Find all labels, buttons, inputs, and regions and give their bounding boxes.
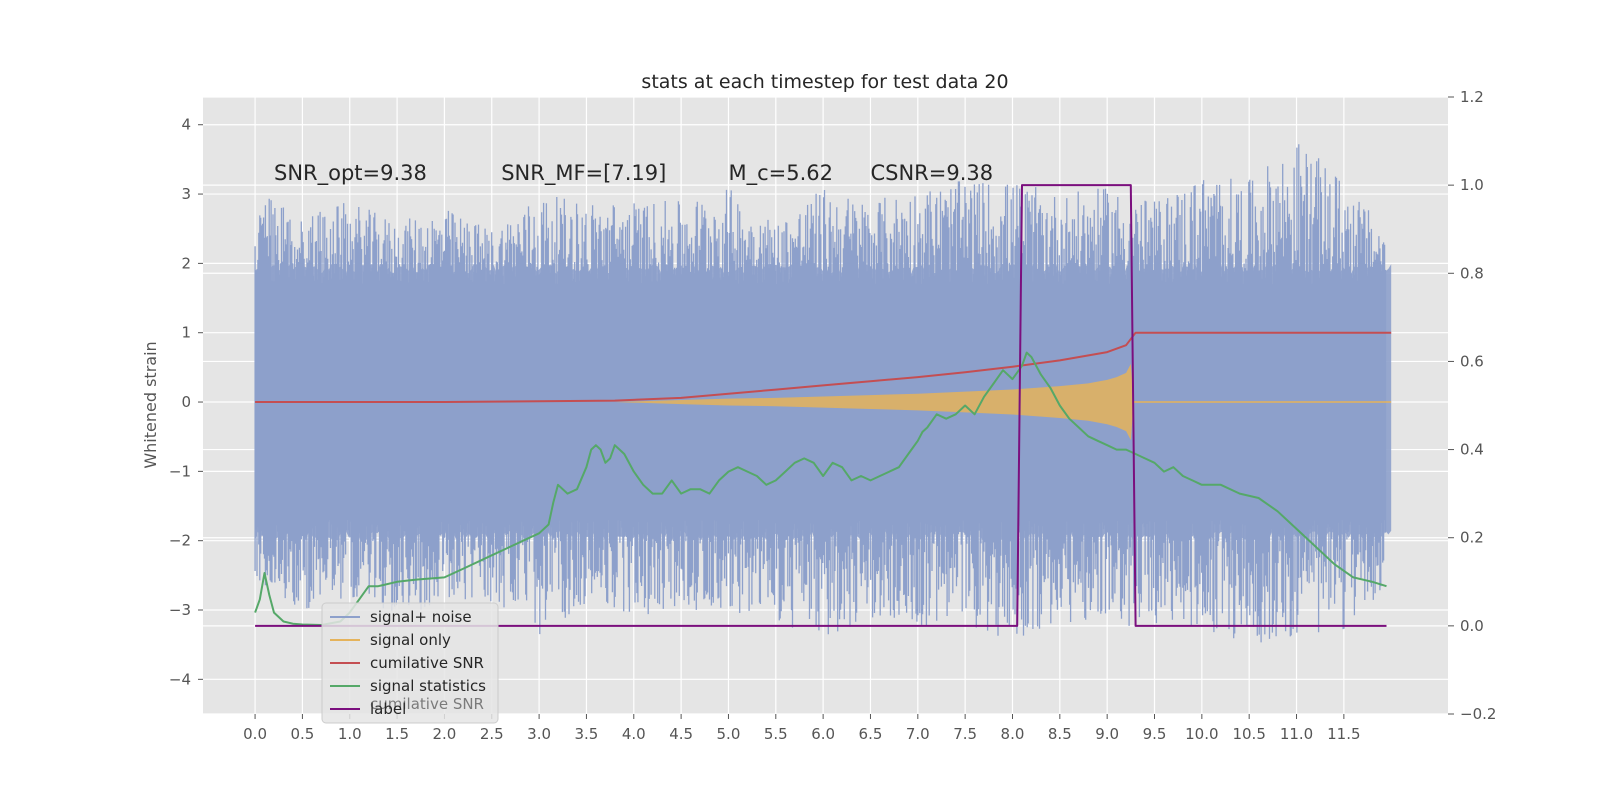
x-tick-label: 6.5 (859, 725, 883, 743)
x-tick-label: 4.5 (669, 725, 693, 743)
x-tick-label: 1.5 (385, 725, 409, 743)
x-tick-label: 7.5 (953, 725, 977, 743)
x-tick-label: 3.0 (527, 725, 551, 743)
signal-only-envelope (255, 363, 1392, 441)
annotation-text: CSNR=9.38 (870, 161, 993, 185)
y-axis-right: 1.2 1.0 0.8 0.6 0.4 0.2 0.0 −0.2 (1448, 88, 1496, 723)
x-tick-label: 2.5 (480, 725, 504, 743)
y-tick-label: −3 (169, 601, 191, 619)
signal-noise-spikes (254, 144, 1387, 643)
y-axis-left: 4 3 2 1 0 −1 −2 −3 −4 (169, 116, 203, 688)
y2-tick-label: 0.4 (1460, 441, 1484, 459)
x-tick-label: 8.5 (1048, 725, 1072, 743)
y-tick-label: −1 (169, 462, 191, 480)
series-layer (254, 144, 1392, 643)
y2-tick-label: 0.6 (1460, 352, 1484, 370)
y-tick-label: 2 (181, 254, 191, 272)
legend-label: signal+ noise (370, 608, 472, 626)
series-label (255, 184, 1387, 627)
y-tick-label: −4 (169, 670, 191, 688)
series-line (254, 351, 1387, 626)
x-tick-label: 9.5 (1143, 725, 1167, 743)
x-tick-label: 5.5 (764, 725, 788, 743)
series-signal-statistics (254, 351, 1387, 626)
y-axis-label: Whitened strain (141, 341, 160, 468)
series-cumilative-snr (255, 331, 1392, 403)
annotation-text: M_c=5.62 (728, 161, 833, 186)
legend-ghost-text: cumilative SNR (370, 695, 484, 713)
x-tick-label: 0.0 (243, 725, 267, 743)
y2-tick-label: 0.2 (1460, 529, 1484, 547)
y2-tick-label: −0.2 (1460, 705, 1496, 723)
y-tick-label: 1 (181, 324, 191, 342)
x-tick-label: 1.0 (338, 725, 362, 743)
x-tick-label: 11.5 (1327, 725, 1360, 743)
x-tick-label: 5.0 (717, 725, 741, 743)
y-tick-label: −2 (169, 532, 191, 550)
legend-label: cumilative SNR (370, 654, 484, 672)
x-tick-label: 6.0 (811, 725, 835, 743)
series-line (255, 331, 1392, 403)
y-tick-label: 0 (181, 393, 191, 411)
legend-label: label (370, 700, 406, 718)
y-tick-label: 4 (181, 116, 191, 134)
annotation-text: SNR_opt=9.38 (274, 161, 427, 186)
annotations: SNR_opt=9.38 SNR_MF=[7.19] M_c=5.62 CSNR=9.… (274, 161, 993, 186)
y2-tick-label: 0.0 (1460, 617, 1484, 635)
x-axis: 0.0 0.5 1.0 1.5 2.0 2.5 3.0 3.5 4.0 4.5 5.0 5.5 6.0 6… (243, 714, 1361, 743)
x-tick-label: 10.0 (1185, 725, 1218, 743)
x-tick-label: 2.0 (432, 725, 456, 743)
legend-box (321, 602, 499, 724)
series-signal-only (255, 363, 1392, 441)
x-tick-label: 8.0 (1001, 725, 1025, 743)
y2-tick-label: 1.0 (1460, 176, 1484, 194)
legend-label: signal only (370, 631, 451, 649)
x-tick-label: 10.5 (1232, 725, 1265, 743)
x-tick-label: 11.0 (1280, 725, 1313, 743)
x-tick-label: 4.0 (622, 725, 646, 743)
chart-title: stats at each timestep for test data 20 (641, 71, 1008, 93)
legend: cumilative SNR signal+ noise signal only cu… (321, 602, 499, 724)
y2-tick-label: 0.8 (1460, 264, 1484, 282)
annotation-text: SNR_MF=[7.19] (501, 161, 666, 186)
x-tick-label: 7.0 (906, 725, 930, 743)
y2-tick-label: 1.2 (1460, 88, 1484, 106)
y-tick-label: 3 (181, 185, 191, 203)
series-line (255, 184, 1387, 627)
legend-label: signal statistics (370, 677, 486, 695)
x-tick-label: 3.5 (575, 725, 599, 743)
x-tick-label: 9.0 (1095, 725, 1119, 743)
x-tick-label: 0.5 (290, 725, 314, 743)
